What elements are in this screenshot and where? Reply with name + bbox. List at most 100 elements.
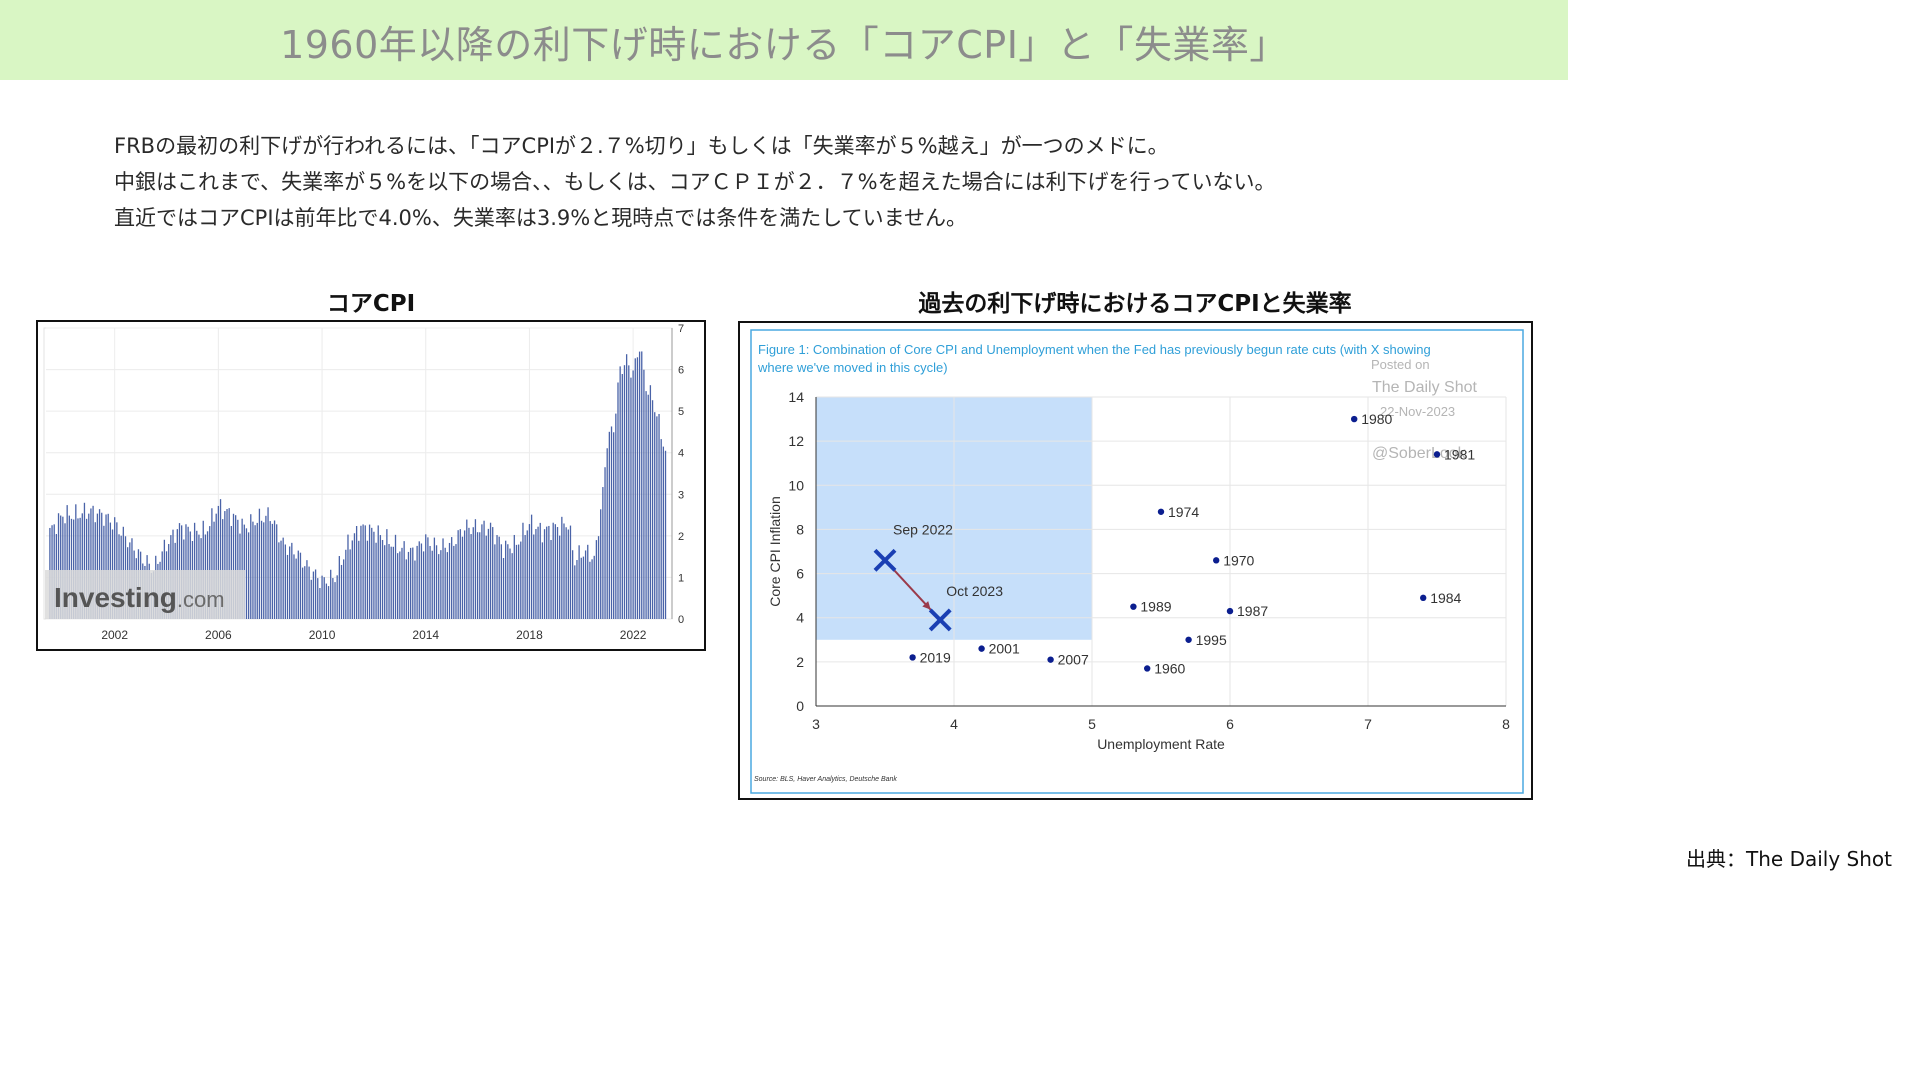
cpi-bar (107, 513, 109, 619)
cpi-bar (368, 524, 371, 619)
cpi-bar (241, 518, 243, 619)
cpi-bar (580, 557, 582, 619)
cpi-bar (623, 365, 626, 619)
cpi-bar (479, 532, 481, 619)
x-tick-label: 7 (1364, 716, 1372, 732)
cpi-bar (202, 520, 204, 619)
cpi-bar (401, 547, 403, 619)
cpi-bar (323, 577, 325, 619)
cpi-bar (487, 528, 490, 619)
cpi-bar (351, 540, 353, 619)
cpi-bar (651, 400, 654, 619)
cpi-bar (252, 521, 254, 619)
point-label: 1981 (1444, 446, 1475, 462)
cpi-bar (541, 542, 544, 619)
cpi-bar (513, 534, 515, 619)
trend-arrow (893, 569, 932, 611)
cpi-bar (254, 525, 256, 619)
cpi-bar (355, 526, 358, 619)
scatter-heading: 過去の利下げ時におけるコアCPIと失業率 (918, 291, 1352, 317)
cpi-bar (247, 532, 250, 619)
x-tick-label: 2006 (205, 628, 232, 642)
cpi-bar (453, 545, 455, 619)
x-marker-label: Sep 2022 (893, 521, 953, 537)
cpi-bar (362, 524, 364, 619)
cpi-bar (267, 507, 269, 619)
scatter-chart: Figure 1: Combination of Core CPI and Un… (750, 329, 1524, 794)
cpi-bar (284, 544, 286, 619)
figure-caption: Figure 1: Combination of Core CPI and Un… (758, 342, 1431, 357)
cpi-bar (654, 412, 656, 619)
scatter-point (1144, 665, 1151, 672)
cpi-bar (468, 527, 470, 619)
cpi-bar (256, 522, 258, 619)
cpi-bar (358, 540, 360, 619)
x-tick-label: 3 (812, 716, 820, 732)
intro-line: FRBの最初の利下げが行われるには、「コアCPIが２.７%切り」もしくは「失業率… (114, 134, 1169, 158)
cpi-bar (399, 551, 401, 619)
cpi-bar (381, 540, 384, 619)
cpi-bar (418, 541, 420, 619)
cpi-bar (502, 558, 505, 619)
cpi-bar (269, 521, 271, 619)
cpi-bar (528, 524, 531, 619)
cpi-bar (539, 522, 541, 619)
core-cpi-heading: コアCPI (326, 291, 416, 317)
cpi-bar (511, 553, 513, 619)
cpi-bar (578, 545, 580, 619)
cpi-bar (632, 370, 634, 619)
cpi-bar (70, 518, 73, 619)
cpi-bar (375, 542, 377, 619)
cpi-bar (444, 547, 446, 619)
cpi-bar (524, 535, 526, 619)
cpi-bar (606, 448, 608, 619)
cpi-bar (297, 550, 299, 619)
cpi-bar (85, 518, 88, 619)
scatter-point (1433, 451, 1441, 458)
cpi-bar (433, 537, 436, 619)
cpi-bar (576, 560, 578, 619)
cpi-bar (90, 508, 92, 619)
cpi-bar (394, 534, 397, 619)
cpi-bar (645, 391, 647, 619)
cpi-bar (314, 569, 317, 619)
cpi-bar (591, 559, 593, 619)
cpi-bar (461, 536, 464, 619)
arrow-head (922, 601, 931, 610)
cpi-bar (520, 541, 522, 619)
cpi-bar (211, 508, 213, 619)
cpi-bar (448, 542, 451, 619)
y-tick-label: 3 (678, 489, 684, 501)
figure-caption: where we've moved in this cycle) (757, 360, 948, 375)
cpi-bar (304, 566, 306, 619)
cpi-bar (569, 525, 572, 619)
cpi-bar (250, 514, 252, 619)
cpi-bar (463, 530, 466, 619)
cpi-bar (597, 536, 600, 619)
cpi-bar (114, 517, 116, 619)
cpi-bar (416, 545, 418, 619)
cpi-bar (459, 529, 461, 619)
cpi-bar (273, 520, 276, 619)
cpi-bar (608, 431, 611, 619)
cpi-bar (509, 548, 511, 619)
cpi-bar (526, 530, 528, 619)
cpi-bar (405, 559, 407, 619)
cpi-bar (567, 529, 569, 619)
cpi-bar (414, 560, 416, 619)
cpi-bar (656, 416, 658, 619)
cpi-bar (582, 556, 585, 619)
source-attribution: 出典：The Daily Shot (1686, 847, 1892, 871)
cpi-bar (455, 544, 457, 619)
cpi-bar (571, 550, 574, 619)
cpi-bar (373, 531, 375, 619)
cpi-bar (68, 515, 70, 619)
cpi-bar (364, 525, 366, 619)
cpi-bar (340, 564, 343, 619)
cpi-bar (345, 549, 347, 619)
cpi-bar (638, 351, 641, 619)
cpi-bar (446, 552, 449, 619)
cpi-bar (535, 529, 537, 619)
cpi-bar (440, 550, 442, 619)
cpi-bar (412, 547, 414, 619)
